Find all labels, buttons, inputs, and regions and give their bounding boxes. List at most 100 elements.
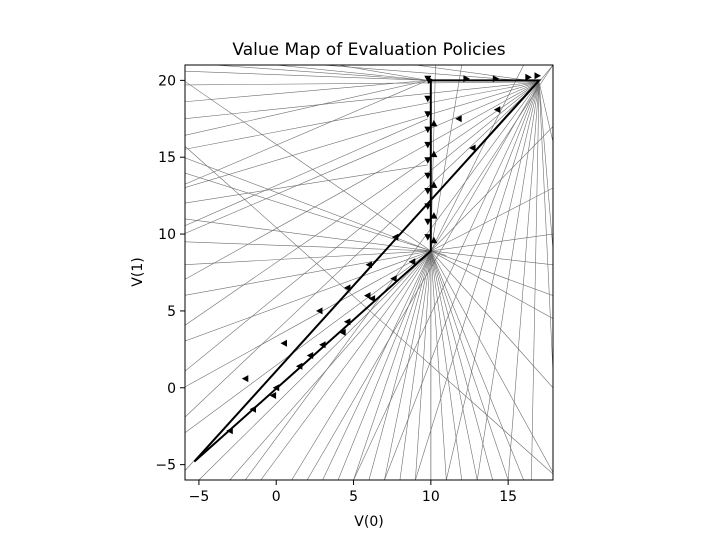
ray-from-upper-vertex: [245, 81, 540, 480]
ray-from-lower-vertex: [185, 157, 431, 252]
arrow-marker: [390, 275, 397, 283]
ray-from-lower-vertex: [185, 250, 431, 342]
arrow-marker: [272, 384, 280, 392]
arrow-marker: [430, 150, 438, 158]
ray-from-upper-vertex: [384, 81, 540, 480]
ray-from-lower-vertex: [430, 250, 509, 480]
ray-from-lower-vertex: [430, 250, 463, 480]
y-tick-label: 0: [167, 381, 176, 397]
ray-from-lower-vertex: [430, 250, 478, 480]
ray-from-lower-vertex: [322, 250, 432, 480]
ray-from-upper-vertex: [185, 81, 540, 280]
ray-from-upper-vertex: [415, 81, 540, 480]
ray-from-lower-vertex: [368, 250, 432, 480]
ray-from-lower-vertex: [430, 126, 553, 252]
ray-from-upper-vertex: [538, 65, 553, 83]
ray-from-lower-vertex: [229, 250, 432, 480]
arrow-marker: [463, 75, 470, 83]
arrow-marker: [430, 212, 438, 219]
arrow-marker: [319, 341, 326, 349]
x-tick-label: 5: [349, 489, 358, 505]
ray-from-lower-vertex: [399, 250, 432, 480]
ray-from-lower-vertex: [430, 250, 553, 296]
x-axis: −5 0 5 10 15: [189, 480, 517, 505]
ray-from-upper-vertex: [353, 81, 540, 480]
arrow-marker: [430, 236, 438, 244]
y-tick-label: 15: [158, 150, 176, 166]
ray-from-lower-vertex: [185, 241, 431, 252]
arrow-marker: [391, 233, 399, 241]
arrow-marker: [226, 427, 233, 435]
ray-from-upper-vertex: [185, 81, 540, 326]
arrow-marker: [430, 119, 438, 127]
ray-from-upper-vertex: [322, 65, 540, 83]
ray-to-top-vertex: [185, 70, 428, 81]
ray-from-lower-vertex: [353, 250, 432, 480]
arrow-marker: [280, 339, 287, 347]
arrow-marker: [343, 284, 351, 292]
arrow-marker: [365, 261, 372, 269]
arrow-marker: [424, 188, 432, 195]
arrow-marker: [368, 295, 376, 303]
arrow-marker: [430, 181, 438, 188]
thin-lines-layer: [185, 65, 553, 480]
x-axis-label: V(0): [354, 514, 383, 530]
x-tick-label: −5: [189, 489, 210, 505]
ray-from-upper-vertex: [476, 81, 540, 480]
arrow-marker: [424, 218, 432, 226]
y-tick-label: 5: [167, 304, 176, 320]
ray-from-upper-vertex: [185, 81, 540, 86]
arrow-layer: [226, 72, 541, 435]
arrow-marker: [469, 144, 476, 152]
y-tick-label: 20: [158, 73, 176, 89]
ray-from-upper-vertex: [538, 81, 553, 250]
ray-to-top-vertex: [276, 65, 428, 81]
arrow-marker: [424, 126, 432, 134]
ray-from-upper-vertex: [185, 81, 540, 372]
arrow-marker: [455, 115, 462, 123]
ray-from-lower-vertex: [430, 250, 524, 480]
arrow-marker: [424, 95, 432, 103]
x-tick-label: 10: [422, 489, 440, 505]
ray-to-top-vertex: [338, 65, 428, 81]
arrow-marker: [364, 292, 371, 300]
ray-from-upper-vertex: [531, 81, 540, 480]
arrow-marker: [424, 157, 432, 164]
ray-from-lower-vertex: [430, 233, 553, 252]
ray-from-upper-vertex: [507, 81, 540, 480]
ray-from-upper-vertex: [185, 81, 540, 150]
ray-from-lower-vertex: [430, 250, 447, 480]
ray-to-top-vertex: [185, 80, 428, 185]
ray-from-lower-vertex: [430, 65, 524, 252]
ray-from-lower-vertex: [415, 250, 432, 480]
ray-from-upper-vertex: [538, 81, 553, 142]
ray-from-upper-vertex: [415, 65, 540, 83]
ray-from-upper-vertex: [185, 81, 540, 234]
ray-to-top-vertex: [185, 80, 428, 103]
ray-from-lower-vertex: [430, 250, 553, 473]
arrow-marker: [493, 106, 501, 114]
arrow-marker: [424, 234, 432, 241]
ray-from-lower-vertex: [430, 187, 553, 252]
arrow-marker: [525, 73, 532, 81]
y-axis-label: V(1): [130, 257, 146, 286]
background-line: [185, 164, 428, 204]
ray-from-lower-vertex: [185, 250, 431, 388]
ray-from-upper-vertex: [185, 81, 540, 119]
arrow-marker: [424, 111, 432, 118]
ray-from-lower-vertex: [430, 250, 493, 480]
ray-to-top-vertex: [185, 80, 428, 136]
background-line: [185, 145, 553, 475]
arrow-marker: [424, 203, 432, 210]
arrow-marker: [424, 75, 432, 83]
ray-to-top-vertex: [214, 65, 428, 81]
plot-frame: [184, 64, 554, 481]
ray-from-upper-vertex: [185, 81, 540, 188]
arrow-marker: [534, 72, 541, 80]
ray-from-lower-vertex: [291, 250, 432, 480]
arrow-marker: [241, 375, 249, 383]
arrow-marker: [339, 328, 346, 336]
y-tick-label: 10: [158, 227, 176, 243]
